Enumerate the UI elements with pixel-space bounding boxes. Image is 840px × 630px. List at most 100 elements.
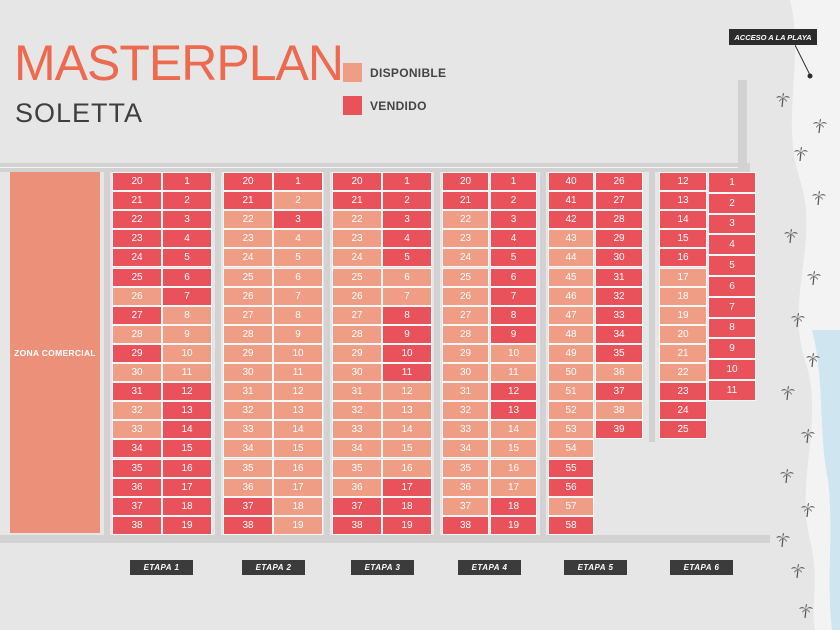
lot-etapa-3-4[interactable]: 4 (382, 229, 432, 249)
lot-etapa-2-10[interactable]: 10 (273, 343, 323, 363)
lot-etapa-3-27[interactable]: 27 (332, 305, 382, 325)
lot-etapa-5-41[interactable]: 41 (548, 191, 594, 211)
lot-etapa-4-3[interactable]: 3 (490, 210, 537, 230)
lot-etapa-4-37[interactable]: 37 (442, 496, 489, 516)
lot-etapa-3-26[interactable]: 26 (332, 286, 382, 306)
lot-etapa-4-30[interactable]: 30 (442, 363, 489, 383)
lot-etapa-3-15[interactable]: 15 (382, 439, 432, 459)
lot-etapa-2-9[interactable]: 9 (273, 324, 323, 344)
lot-etapa-2-8[interactable]: 8 (273, 305, 323, 325)
lot-etapa-5-40[interactable]: 40 (548, 172, 594, 192)
lot-etapa-1-33[interactable]: 33 (112, 420, 162, 440)
lot-etapa-3-19[interactable]: 19 (382, 515, 432, 535)
lot-etapa-6-4[interactable]: 4 (708, 234, 756, 256)
lot-etapa-2-33[interactable]: 33 (223, 420, 273, 440)
lot-etapa-4-4[interactable]: 4 (490, 229, 537, 249)
lot-etapa-2-2[interactable]: 2 (273, 191, 323, 211)
lot-etapa-6-15[interactable]: 15 (659, 229, 707, 249)
lot-etapa-6-12[interactable]: 12 (659, 172, 707, 192)
lot-etapa-4-9[interactable]: 9 (490, 324, 537, 344)
lot-etapa-4-10[interactable]: 10 (490, 343, 537, 363)
lot-etapa-4-16[interactable]: 16 (490, 458, 537, 478)
lot-etapa-4-29[interactable]: 29 (442, 343, 489, 363)
lot-etapa-1-22[interactable]: 22 (112, 210, 162, 230)
lot-etapa-5-39[interactable]: 39 (595, 420, 643, 440)
lot-etapa-5-33[interactable]: 33 (595, 305, 643, 325)
lot-etapa-5-26[interactable]: 26 (595, 172, 643, 192)
lot-etapa-4-11[interactable]: 11 (490, 363, 537, 383)
lot-etapa-4-31[interactable]: 31 (442, 382, 489, 402)
lot-etapa-1-34[interactable]: 34 (112, 439, 162, 459)
lot-etapa-5-37[interactable]: 37 (595, 382, 643, 402)
lot-etapa-6-23[interactable]: 23 (659, 382, 707, 402)
lot-etapa-6-25[interactable]: 25 (659, 420, 707, 440)
lot-etapa-2-7[interactable]: 7 (273, 286, 323, 306)
lot-etapa-6-5[interactable]: 5 (708, 255, 756, 276)
lot-etapa-3-35[interactable]: 35 (332, 458, 382, 478)
lot-etapa-1-32[interactable]: 32 (112, 401, 162, 421)
lot-etapa-3-25[interactable]: 25 (332, 267, 382, 287)
lot-etapa-5-51[interactable]: 51 (548, 382, 594, 402)
lot-etapa-3-22[interactable]: 22 (332, 210, 382, 230)
lot-etapa-2-38[interactable]: 38 (223, 515, 273, 535)
lot-etapa-3-17[interactable]: 17 (382, 477, 432, 497)
lot-etapa-2-30[interactable]: 30 (223, 363, 273, 383)
lot-etapa-2-27[interactable]: 27 (223, 305, 273, 325)
lot-etapa-3-32[interactable]: 32 (332, 401, 382, 421)
lot-etapa-2-36[interactable]: 36 (223, 477, 273, 497)
lot-etapa-6-7[interactable]: 7 (708, 296, 756, 318)
lot-etapa-4-19[interactable]: 19 (490, 515, 537, 535)
lot-etapa-1-19[interactable]: 19 (162, 515, 212, 535)
lot-etapa-6-10[interactable]: 10 (708, 359, 756, 380)
lot-etapa-5-50[interactable]: 50 (548, 363, 594, 383)
lot-etapa-1-28[interactable]: 28 (112, 324, 162, 344)
lot-etapa-5-36[interactable]: 36 (595, 363, 643, 383)
lot-etapa-4-17[interactable]: 17 (490, 477, 537, 497)
lot-etapa-2-29[interactable]: 29 (223, 343, 273, 363)
lot-etapa-5-44[interactable]: 44 (548, 248, 594, 268)
lot-etapa-5-58[interactable]: 58 (548, 515, 594, 535)
lot-etapa-3-2[interactable]: 2 (382, 191, 432, 211)
lot-etapa-4-34[interactable]: 34 (442, 439, 489, 459)
lot-etapa-3-37[interactable]: 37 (332, 496, 382, 516)
lot-etapa-5-57[interactable]: 57 (548, 496, 594, 516)
lot-etapa-6-20[interactable]: 20 (659, 324, 707, 344)
lot-etapa-5-53[interactable]: 53 (548, 420, 594, 440)
lot-etapa-2-16[interactable]: 16 (273, 458, 323, 478)
lot-etapa-6-1[interactable]: 1 (708, 172, 756, 193)
lot-etapa-3-6[interactable]: 6 (382, 267, 432, 287)
lot-etapa-3-28[interactable]: 28 (332, 324, 382, 344)
lot-etapa-1-38[interactable]: 38 (112, 515, 162, 535)
lot-etapa-1-13[interactable]: 13 (162, 401, 212, 421)
lot-etapa-2-11[interactable]: 11 (273, 363, 323, 383)
lot-etapa-6-21[interactable]: 21 (659, 343, 707, 363)
lot-etapa-6-3[interactable]: 3 (708, 213, 756, 235)
lot-etapa-4-6[interactable]: 6 (490, 267, 537, 287)
lot-etapa-5-30[interactable]: 30 (595, 248, 643, 268)
lot-etapa-1-15[interactable]: 15 (162, 439, 212, 459)
lot-etapa-3-14[interactable]: 14 (382, 420, 432, 440)
lot-etapa-1-30[interactable]: 30 (112, 363, 162, 383)
lot-etapa-1-14[interactable]: 14 (162, 420, 212, 440)
lot-etapa-6-9[interactable]: 9 (708, 338, 756, 360)
lot-etapa-1-35[interactable]: 35 (112, 458, 162, 478)
lot-etapa-5-35[interactable]: 35 (595, 343, 643, 363)
lot-etapa-1-2[interactable]: 2 (162, 191, 212, 211)
lot-etapa-5-54[interactable]: 54 (548, 439, 594, 459)
lot-etapa-3-29[interactable]: 29 (332, 343, 382, 363)
lot-etapa-2-24[interactable]: 24 (223, 248, 273, 268)
lot-etapa-2-19[interactable]: 19 (273, 515, 323, 535)
lot-etapa-5-42[interactable]: 42 (548, 210, 594, 230)
lot-etapa-5-55[interactable]: 55 (548, 458, 594, 478)
lot-etapa-3-36[interactable]: 36 (332, 477, 382, 497)
lot-etapa-3-34[interactable]: 34 (332, 439, 382, 459)
lot-etapa-3-23[interactable]: 23 (332, 229, 382, 249)
lot-etapa-2-22[interactable]: 22 (223, 210, 273, 230)
lot-etapa-2-21[interactable]: 21 (223, 191, 273, 211)
lot-etapa-2-4[interactable]: 4 (273, 229, 323, 249)
lot-etapa-3-24[interactable]: 24 (332, 248, 382, 268)
lot-etapa-1-31[interactable]: 31 (112, 382, 162, 402)
lot-etapa-5-32[interactable]: 32 (595, 286, 643, 306)
lot-etapa-6-6[interactable]: 6 (708, 276, 756, 297)
lot-etapa-4-25[interactable]: 25 (442, 267, 489, 287)
